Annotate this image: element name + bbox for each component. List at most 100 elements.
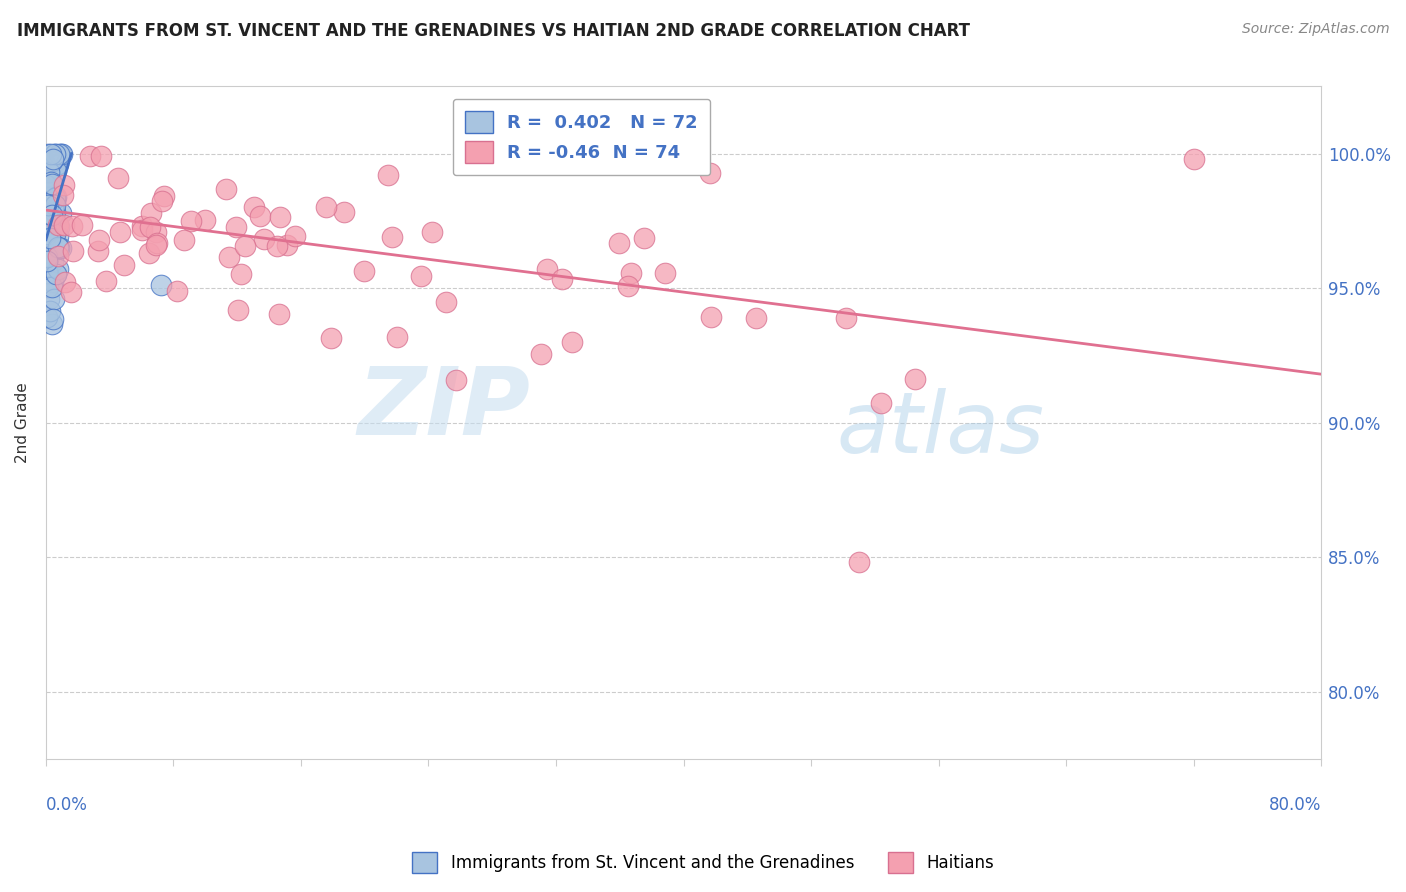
Point: [44, 198, 66, 212]
Point: [145, 237, 167, 252]
Point: [45, 189, 67, 203]
Text: 80.0%: 80.0%: [1268, 796, 1322, 814]
Point: [46, 229, 69, 244]
Point: [44, 191, 66, 205]
Point: [904, 372, 927, 386]
Point: [315, 200, 337, 214]
Point: [215, 182, 238, 196]
Point: [37, 198, 59, 212]
Point: [35, 227, 58, 241]
Point: [38, 272, 60, 286]
Point: [44, 146, 66, 161]
Point: [139, 219, 162, 234]
Point: [39, 183, 62, 197]
Point: [90, 149, 112, 163]
Point: [46, 219, 69, 233]
Point: [41, 177, 63, 191]
Point: [44, 205, 66, 219]
Point: [41, 317, 63, 331]
Text: 0.0%: 0.0%: [46, 796, 87, 814]
Point: [51, 146, 73, 161]
Point: [53, 275, 76, 289]
Point: [35, 253, 58, 268]
Point: [48, 146, 70, 161]
Point: [654, 266, 676, 280]
Point: [45, 164, 67, 178]
Point: [38, 231, 60, 245]
Point: [87, 244, 110, 258]
Point: [35, 158, 58, 172]
Point: [180, 214, 202, 228]
Point: [35, 235, 58, 249]
Point: [269, 307, 291, 321]
Point: [107, 171, 129, 186]
Point: [139, 206, 162, 220]
Point: [35, 178, 58, 192]
Point: [745, 311, 768, 326]
Point: [39, 174, 62, 188]
Point: [44, 146, 66, 161]
Point: [41, 275, 63, 289]
Point: [276, 238, 298, 252]
Point: [44, 227, 66, 242]
Point: [39, 193, 62, 207]
Text: ZIP: ZIP: [357, 363, 530, 455]
Point: [46, 240, 69, 254]
Point: [39, 146, 62, 161]
Point: [869, 395, 891, 409]
Point: [51, 146, 73, 161]
Point: [617, 278, 640, 293]
Text: Source: ZipAtlas.com: Source: ZipAtlas.com: [1241, 22, 1389, 37]
Point: [607, 235, 630, 250]
Point: [37, 146, 59, 161]
Legend: Immigrants from St. Vincent and the Grenadines, Haitians: Immigrants from St. Vincent and the Gren…: [406, 846, 1000, 880]
Point: [35, 247, 58, 261]
Point: [37, 163, 59, 178]
Point: [53, 218, 76, 232]
Point: [37, 267, 59, 281]
Point: [225, 219, 247, 234]
Text: IMMIGRANTS FROM ST. VINCENT AND THE GRENADINES VS HAITIAN 2ND GRADE CORRELATION : IMMIGRANTS FROM ST. VINCENT AND THE GREN…: [17, 22, 970, 40]
Point: [38, 189, 60, 203]
Point: [530, 347, 553, 361]
Point: [62, 244, 84, 259]
Point: [38, 165, 60, 179]
Point: [51, 206, 73, 220]
Point: [42, 292, 65, 306]
Point: [1182, 152, 1205, 166]
Point: [194, 213, 217, 227]
Point: [233, 239, 256, 253]
Point: [60, 219, 83, 234]
Point: [420, 225, 443, 239]
Point: [59, 285, 82, 299]
Point: [411, 269, 433, 284]
Point: [39, 230, 62, 244]
Point: [377, 168, 399, 182]
Point: [381, 230, 404, 244]
Point: [243, 200, 266, 214]
Point: [385, 330, 408, 344]
Point: [37, 266, 59, 280]
Point: [41, 153, 63, 168]
Point: [45, 267, 67, 281]
Point: [37, 280, 59, 294]
Point: [35, 310, 58, 324]
Point: [848, 556, 870, 570]
Point: [835, 311, 858, 326]
Point: [44, 267, 66, 281]
Point: [37, 233, 59, 247]
Point: [434, 295, 457, 310]
Point: [112, 258, 135, 272]
Point: [42, 153, 65, 167]
Point: [131, 223, 153, 237]
Point: [38, 292, 60, 306]
Point: [39, 175, 62, 189]
Point: [700, 310, 723, 324]
Point: [620, 266, 643, 280]
Point: [42, 254, 65, 268]
Point: [52, 178, 75, 192]
Point: [150, 194, 173, 208]
Point: [231, 268, 253, 282]
Point: [38, 249, 60, 263]
Point: [173, 233, 195, 247]
